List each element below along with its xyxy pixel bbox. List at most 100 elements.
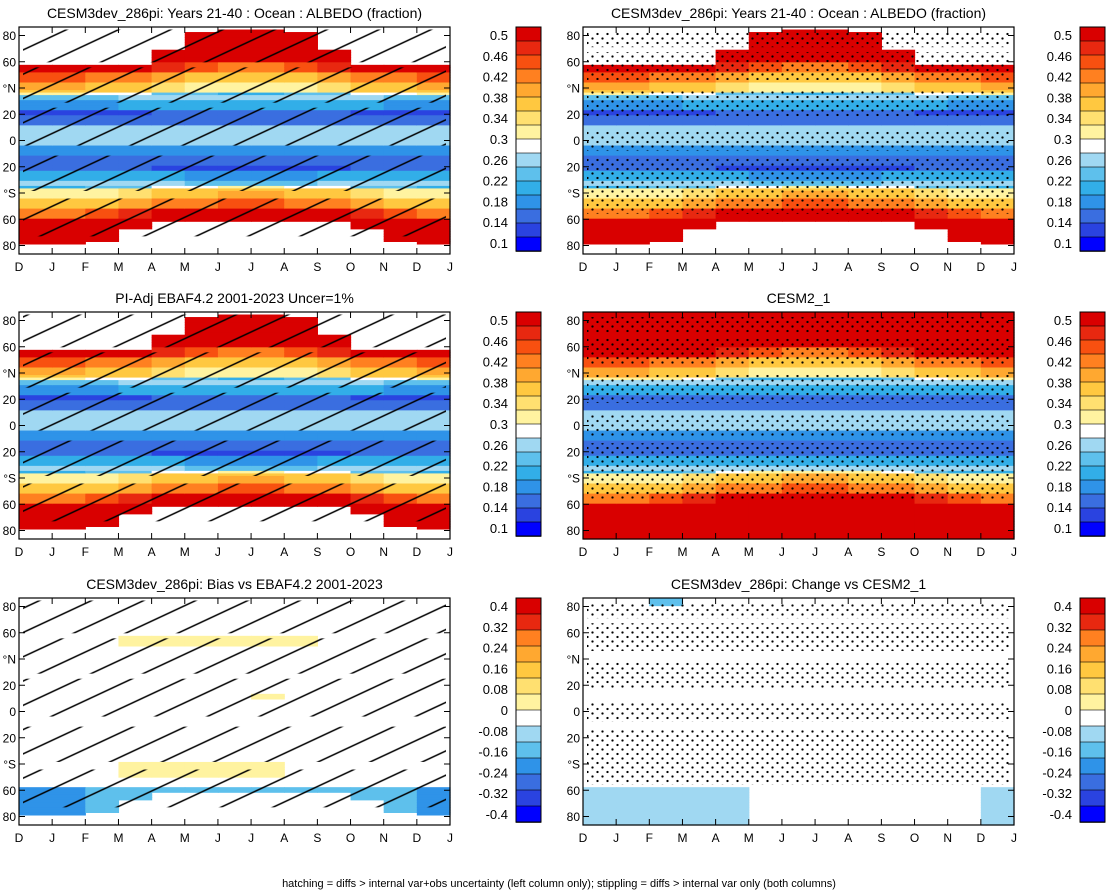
heatmap-cell <box>914 407 949 411</box>
colorbar-swatch <box>1079 26 1106 42</box>
overlay-band <box>587 729 1010 785</box>
heatmap-cell <box>649 516 684 520</box>
heatmap-cell <box>848 153 882 157</box>
heatmap-cell <box>947 518 982 522</box>
heatmap-cell <box>848 435 882 439</box>
heatmap-cell <box>848 312 882 316</box>
x-tick-label: J <box>447 545 453 559</box>
colorbar-label: 0.46 <box>1047 334 1072 349</box>
heatmap-cell <box>383 190 418 195</box>
heatmap-cell <box>151 387 186 391</box>
heatmap-cell <box>980 372 1015 376</box>
heatmap-cell <box>583 526 617 530</box>
heatmap-cell <box>980 332 1015 336</box>
heatmap-cell <box>217 478 252 482</box>
heatmap-cell <box>881 370 916 374</box>
heatmap-cell <box>350 480 385 485</box>
heatmap-cell <box>682 127 717 132</box>
heatmap-cell <box>815 332 849 336</box>
heatmap-cell <box>118 438 153 442</box>
heatmap-cell <box>848 523 882 527</box>
heatmap-cell <box>118 64 153 68</box>
heatmap-cell <box>980 799 1015 803</box>
heatmap-cell <box>980 802 1015 806</box>
heatmap-cell <box>649 518 684 522</box>
heatmap-cell <box>649 334 684 338</box>
heatmap-cell <box>748 218 783 222</box>
x-tick-label: M <box>744 831 754 845</box>
heatmap-cell <box>649 412 684 417</box>
colorbar-label: 0.14 <box>483 215 508 230</box>
heatmap-cell <box>118 430 153 434</box>
heatmap-cell <box>85 190 120 195</box>
heatmap-cell <box>715 435 750 439</box>
heatmap-cell <box>217 435 252 439</box>
heatmap-cell <box>914 531 949 535</box>
heatmap-cell <box>184 438 219 442</box>
heatmap-cell <box>19 238 53 242</box>
heatmap-cell <box>649 804 684 808</box>
colorbar-label: 0.3 <box>490 132 508 147</box>
heatmap-cell <box>715 506 750 510</box>
heatmap-cell <box>416 150 451 154</box>
heatmap-cell <box>815 150 849 154</box>
colorbar-swatch <box>1079 395 1106 411</box>
heatmap-cell <box>815 521 849 525</box>
heatmap-cell <box>748 117 783 121</box>
colorbar-label: 0.18 <box>483 479 508 494</box>
heatmap-cell <box>682 85 717 89</box>
heatmap-cell <box>848 364 882 369</box>
colorbar-label: -0.16 <box>478 745 508 760</box>
x-tick-label: M <box>113 545 123 559</box>
colorbar-swatch <box>515 222 542 238</box>
colorbar-label: 0.22 <box>1047 459 1072 474</box>
heatmap-cell <box>649 531 684 535</box>
heatmap-cell <box>848 150 882 154</box>
heatmap-cell <box>616 812 650 816</box>
heatmap-cell <box>583 498 617 502</box>
heatmap-cell <box>715 518 750 522</box>
heatmap-cell <box>19 236 53 240</box>
heatmap-cell <box>616 789 650 793</box>
colorbar: 0.40.320.240.160.080-0.08-0.16-0.24-0.32… <box>1042 597 1106 823</box>
heatmap-cell <box>947 236 982 240</box>
heatmap-cell <box>284 438 318 442</box>
colorbar-frame <box>1079 26 1106 252</box>
colorbar-frame <box>1079 311 1106 537</box>
heatmap-cell <box>781 49 816 53</box>
x-tick-label: M <box>180 545 190 559</box>
heatmap-cell <box>881 501 916 505</box>
heatmap-cell <box>217 150 252 154</box>
y-tick-label: °S <box>567 472 580 486</box>
y-tick-label: 0 <box>9 134 16 148</box>
heatmap-cell <box>184 480 219 485</box>
heatmap-cell <box>649 125 684 129</box>
x-tick-label: M <box>677 545 687 559</box>
colorbar-label: 0.3 <box>1054 132 1072 147</box>
colorbar-label: 0.24 <box>483 641 508 656</box>
heatmap-cell <box>947 226 982 230</box>
heatmap-cell <box>616 807 650 811</box>
overlay-band <box>23 483 446 522</box>
heatmap-cell <box>317 193 352 197</box>
heatmap-cell <box>748 150 783 154</box>
heatmap-cell <box>881 213 916 217</box>
heatmap-cell <box>616 228 650 232</box>
heatmap-cell <box>583 506 617 510</box>
heatmap-cell <box>52 238 86 242</box>
colorbar-label: 0.08 <box>483 682 508 697</box>
overlay-band <box>23 29 446 63</box>
heatmap-cell <box>715 814 750 819</box>
heatmap-cell <box>781 218 816 222</box>
heatmap-cell <box>748 536 783 540</box>
x-tick-label: M <box>113 260 123 274</box>
heatmap-cell <box>781 531 816 535</box>
heatmap-cell <box>616 87 650 91</box>
heatmap-cell <box>583 153 617 157</box>
heatmap-cell <box>251 438 285 442</box>
heatmap-cell <box>85 435 120 439</box>
heatmap-cell <box>980 506 1015 510</box>
heatmap-cell <box>616 822 650 826</box>
heatmap-cell <box>616 221 650 225</box>
heatmap-cell <box>715 533 750 538</box>
